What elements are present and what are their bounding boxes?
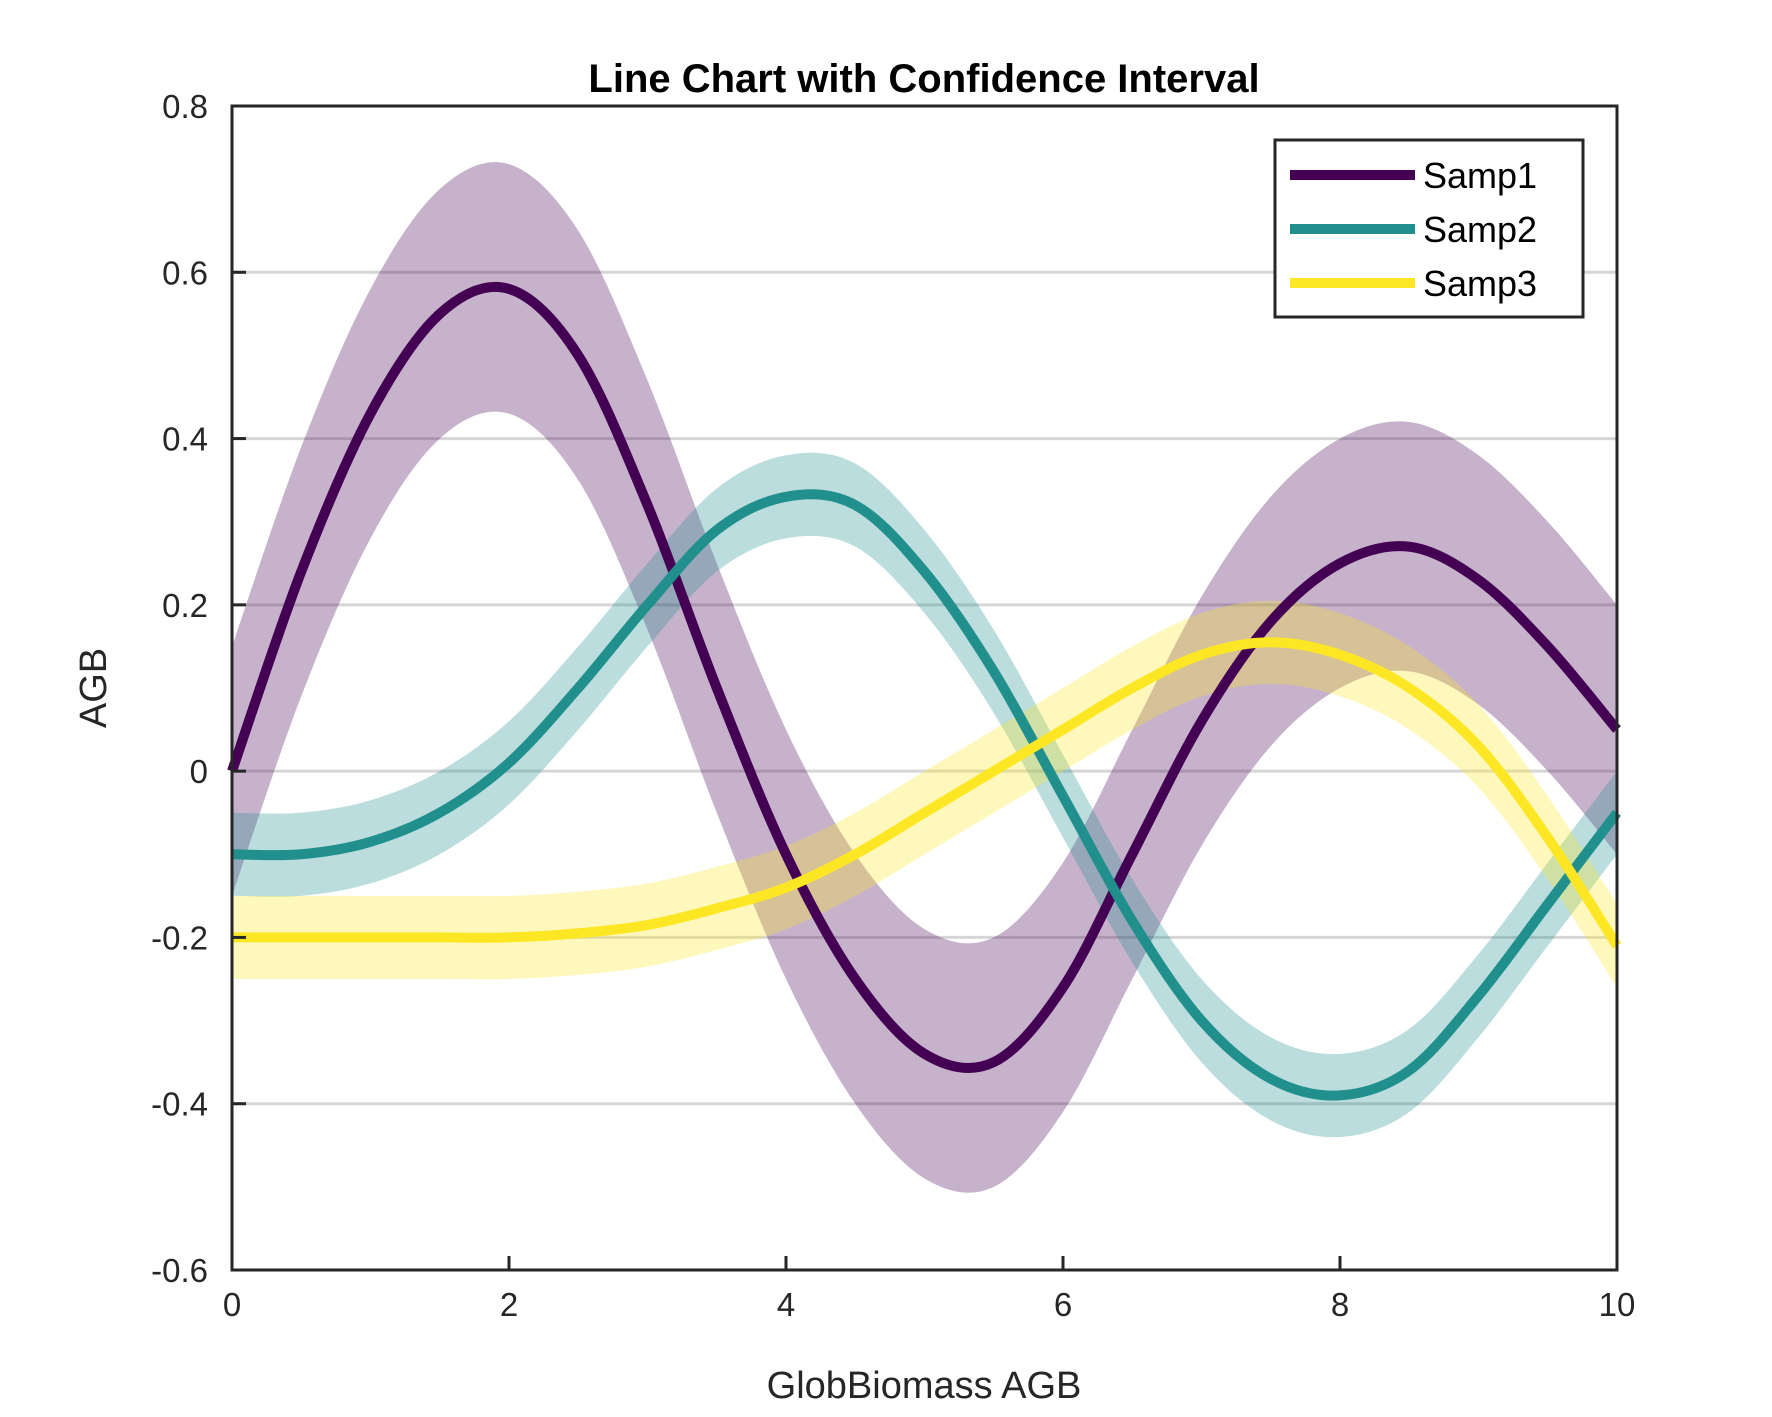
y-axis-label: AGB <box>73 648 115 728</box>
x-tick-label: 8 <box>1331 1286 1349 1323</box>
x-tick-label: 0 <box>223 1286 241 1323</box>
confidence-band-series-1 <box>232 162 1617 1193</box>
series-line-1 <box>227 281 1621 1073</box>
y-tick-label: 0 <box>190 753 208 790</box>
chart-title: Line Chart with Confidence Interval <box>588 57 1259 101</box>
confidence-bands <box>232 162 1617 1193</box>
series-lines <box>227 281 1622 1101</box>
y-tick-label: 0.8 <box>162 88 208 125</box>
legend-label-3: Samp3 <box>1423 263 1537 304</box>
series-line-2 <box>231 489 1621 1101</box>
y-tick-label: 0.2 <box>162 587 208 624</box>
axis-ticks: 0 2 4 6 8 10 -0.6 -0.4 -0.2 0 0.2 0.4 0.6 0.8 <box>151 88 1635 1323</box>
confidence-band-series-2 <box>232 452 1617 1138</box>
legend: Samp1 Samp2 Samp3 <box>1273 138 1585 319</box>
legend-entries: Samp1 Samp2 Samp3 <box>1290 155 1537 304</box>
y-tick-label: -0.6 <box>151 1252 208 1289</box>
confidence-band-series-3 <box>232 600 1617 988</box>
y-tick-label: -0.2 <box>151 919 208 956</box>
y-tick-label: 0.4 <box>162 421 208 458</box>
y-tick-label: 0.6 <box>162 254 208 291</box>
x-tick-label: 10 <box>1599 1286 1636 1323</box>
x-tick-label: 2 <box>500 1286 518 1323</box>
x-tick-label: 6 <box>1054 1286 1072 1323</box>
legend-label-2: Samp2 <box>1423 209 1537 250</box>
legend-label-1: Samp1 <box>1423 155 1537 196</box>
x-axis-label: GlobBiomass AGB <box>767 1365 1082 1407</box>
x-tick-label: 4 <box>777 1286 795 1323</box>
series-line-3 <box>232 637 1622 949</box>
y-tick-label: -0.4 <box>151 1086 208 1123</box>
plot-area-frame <box>230 104 1619 1272</box>
